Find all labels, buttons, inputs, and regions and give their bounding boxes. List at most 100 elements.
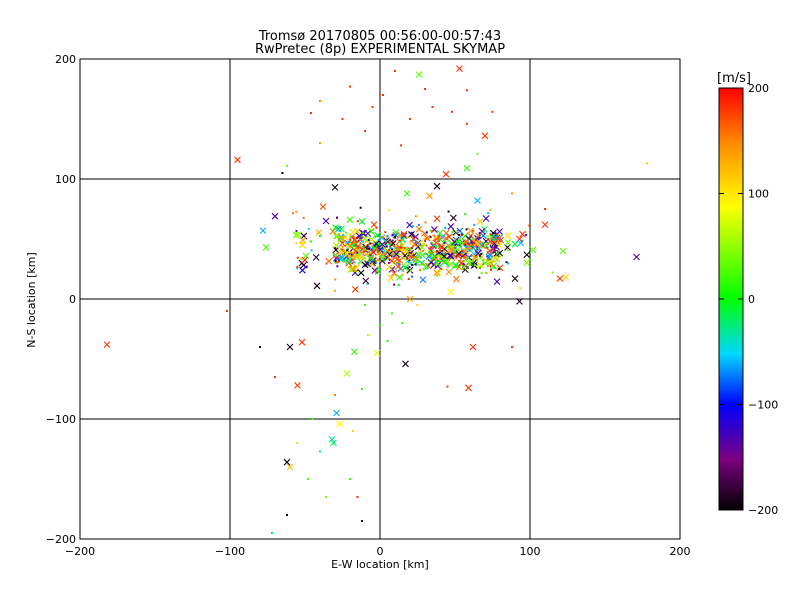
data-point-dot — [358, 272, 361, 275]
data-point-dot — [422, 242, 425, 245]
data-point-dot — [449, 245, 452, 248]
data-point-cross — [419, 276, 427, 284]
data-point-dot — [371, 106, 374, 108]
data-point-dot — [487, 211, 490, 214]
data-point-dot — [409, 242, 412, 245]
data-point-dot — [271, 532, 273, 534]
data-point-dot — [436, 274, 439, 277]
data-point-dot — [443, 242, 446, 245]
data-point-dot — [354, 244, 357, 247]
data-point-cross — [432, 239, 440, 247]
data-point-cross — [433, 269, 441, 277]
data-point-dot — [498, 267, 501, 270]
data-point-cross — [358, 218, 366, 225]
data-point-dot — [482, 258, 485, 261]
data-point-dot — [366, 252, 369, 255]
data-point-cross — [445, 233, 453, 241]
data-point-dot — [350, 252, 353, 255]
data-point-dot — [429, 235, 432, 238]
data-point-cross — [344, 243, 352, 250]
data-point-dot — [338, 259, 341, 262]
data-point-cross — [433, 215, 441, 222]
data-point-cross — [562, 274, 570, 281]
data-point-cross — [491, 240, 498, 247]
data-point-dot — [379, 242, 382, 245]
data-point-cross — [361, 261, 369, 269]
data-point-cross — [302, 252, 310, 260]
colorbar-ticks: 200 100 0 −100 −200 — [719, 82, 778, 517]
data-point-dot — [435, 263, 438, 266]
data-point-dot — [525, 233, 528, 236]
data-point-dot — [486, 236, 489, 239]
data-point-cross — [262, 244, 270, 251]
data-point-dot — [356, 220, 359, 223]
data-point-dot — [411, 225, 414, 228]
data-point-dot — [310, 112, 312, 114]
data-point-cross — [493, 278, 501, 286]
data-point-cross — [367, 254, 375, 262]
data-point-cross — [373, 349, 381, 357]
data-point-cross — [394, 263, 402, 271]
data-point-dot — [478, 276, 481, 279]
data-point-dot — [356, 251, 359, 254]
data-point-cross — [455, 250, 463, 258]
data-point-cross — [455, 252, 462, 260]
data-point-dot — [377, 267, 380, 270]
data-point-dot — [424, 88, 426, 90]
data-point-dot — [292, 212, 295, 215]
data-point-dot — [381, 236, 384, 239]
grid-lines — [80, 59, 680, 539]
data-point-dot — [334, 394, 336, 396]
data-point-dot — [381, 248, 384, 251]
data-point-dot — [403, 247, 406, 250]
data-point-dot — [319, 450, 321, 453]
data-point-dot — [384, 252, 387, 255]
data-point-cross — [357, 269, 365, 277]
data-point-dot — [341, 246, 344, 249]
data-point-dot — [466, 122, 468, 125]
data-point-dot — [361, 240, 364, 243]
data-point-dot — [447, 264, 450, 267]
data-point-dot — [458, 244, 461, 247]
data-point-dot — [338, 237, 341, 240]
y-axis-ticks: −200 −100 0 100 200 — [46, 53, 680, 546]
data-point-dot — [507, 262, 510, 265]
data-point-cross — [292, 231, 300, 239]
data-point-cross — [469, 343, 477, 351]
data-point-dot — [479, 265, 482, 268]
data-point-dot — [429, 229, 432, 232]
data-point-dot — [482, 230, 485, 233]
data-point-dot — [319, 100, 321, 102]
data-point-cross — [415, 225, 423, 233]
data-point-dot — [442, 243, 445, 246]
data-point-dot — [483, 246, 486, 249]
data-point-dot — [458, 264, 461, 267]
data-point-cross — [319, 203, 327, 210]
data-point-dot — [363, 257, 366, 260]
data-point-cross — [259, 227, 267, 234]
data-point-cross — [337, 235, 344, 243]
data-point-cross — [427, 247, 435, 254]
data-point-cross — [519, 230, 526, 238]
data-point-cross — [465, 243, 473, 250]
data-point-dot — [406, 236, 409, 239]
data-point-dot — [305, 265, 308, 268]
data-point-dot — [475, 266, 478, 269]
data-point-dot — [412, 239, 415, 242]
data-point-dot — [402, 256, 405, 259]
data-point-dot — [389, 247, 392, 250]
data-point-dot — [379, 324, 381, 327]
data-point-dot — [386, 237, 389, 240]
data-point-dot — [364, 304, 366, 306]
data-point-cross — [359, 245, 366, 253]
data-point-cross — [367, 228, 375, 235]
data-point-cross — [415, 251, 422, 259]
data-point-dot — [367, 334, 369, 336]
data-point-cross — [467, 227, 475, 235]
data-point-cross — [486, 247, 494, 255]
data-point-dot — [405, 257, 408, 260]
data-point-dot — [461, 249, 464, 252]
data-point-cross — [388, 265, 396, 273]
data-point-dot — [394, 70, 396, 72]
data-point-cross — [294, 382, 301, 389]
